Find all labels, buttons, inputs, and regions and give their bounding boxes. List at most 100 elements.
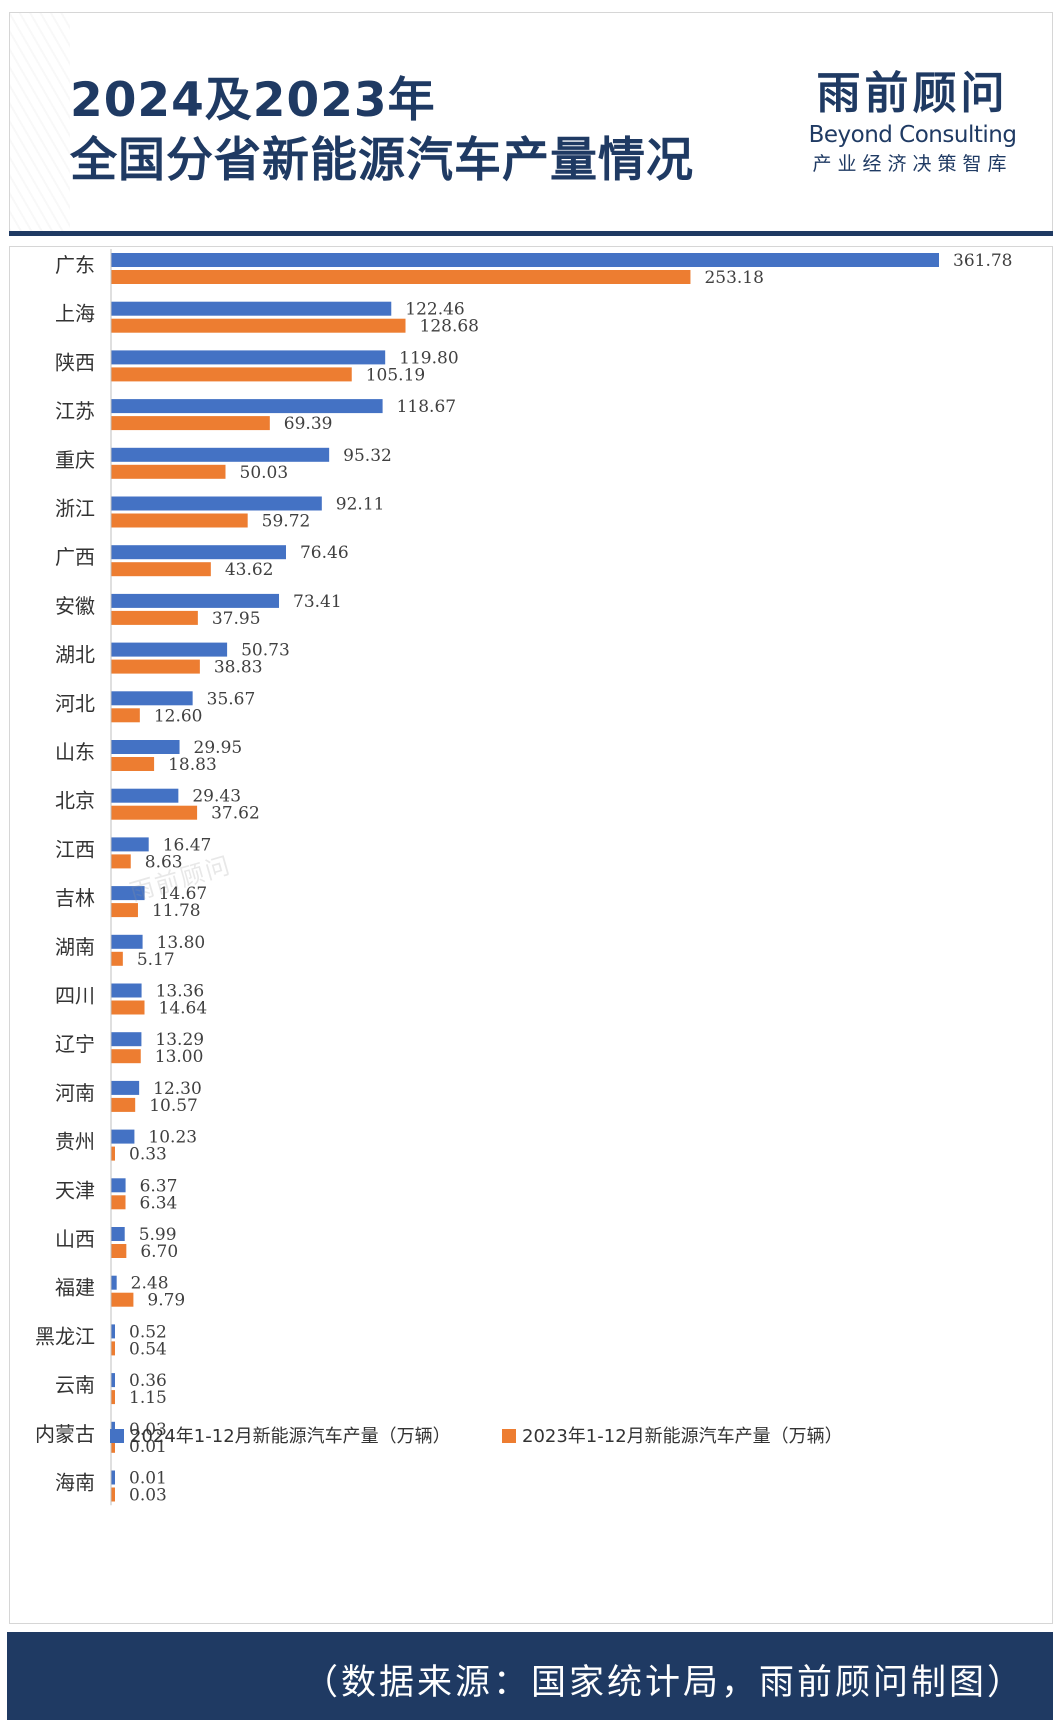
bar-2024 xyxy=(111,740,180,754)
value-label-2024: 14.67 xyxy=(159,884,208,904)
category-label: 浙江 xyxy=(55,497,95,521)
bar-2024 xyxy=(111,350,386,365)
footer-bar: （数据来源：国家统计局，雨前顾问制图） xyxy=(7,1632,1053,1720)
category-label: 陕西 xyxy=(55,350,95,374)
category-label: 吉林 xyxy=(55,886,95,910)
value-label-2024: 0.01 xyxy=(129,1469,167,1489)
bar-2024 xyxy=(111,886,145,901)
bar-2023 xyxy=(111,513,248,528)
category-label: 山东 xyxy=(55,740,95,764)
value-label-2023: 18.83 xyxy=(168,755,217,775)
bar-2023 xyxy=(111,1146,115,1161)
bar-2024 xyxy=(111,1080,140,1095)
bar-2024 xyxy=(111,1227,125,1241)
category-label: 河北 xyxy=(55,691,95,715)
value-label-2023: 50.03 xyxy=(240,463,289,483)
legend-label-2023: 2023年1-12月新能源汽车产量（万辆） xyxy=(522,1426,843,1447)
value-label-2024: 5.99 xyxy=(139,1225,177,1245)
value-label-2023: 105.19 xyxy=(366,365,425,385)
category-label: 辽宁 xyxy=(55,1032,95,1056)
bar-2023 xyxy=(111,367,352,382)
bar-2024 xyxy=(111,1275,117,1290)
bar-2024 xyxy=(111,934,143,949)
category-label: 河南 xyxy=(55,1081,95,1105)
bar-2024 xyxy=(111,496,322,511)
logo-english-name: Beyond Consulting xyxy=(808,122,1017,148)
bar-2023 xyxy=(111,464,226,479)
bar-2023 xyxy=(111,1097,136,1112)
bar-2023 xyxy=(111,1390,115,1405)
value-label-2023: 10.57 xyxy=(149,1096,198,1116)
value-label-2024: 92.11 xyxy=(336,495,385,515)
category-label: 天津 xyxy=(55,1178,95,1202)
value-label-2023: 37.62 xyxy=(211,804,260,824)
bar-2024 xyxy=(111,301,392,316)
bar-2024 xyxy=(111,837,149,852)
value-label-2023: 14.64 xyxy=(159,999,208,1019)
legend-swatch-2024 xyxy=(110,1429,124,1443)
value-label-2023: 59.72 xyxy=(262,512,311,532)
bar-2023 xyxy=(111,659,200,674)
legend-swatch-2023 xyxy=(502,1429,516,1443)
value-label-2023: 69.39 xyxy=(284,414,333,434)
header-panel: 2024及2023年 全国分省新能源汽车产量情况 雨前顾问 Beyond Con… xyxy=(9,12,1053,232)
logo-tagline: 产业经济决策智库 xyxy=(812,153,1013,175)
value-label-2023: 9.79 xyxy=(147,1291,185,1311)
bar-2023 xyxy=(111,1195,126,1210)
value-label-2023: 1.15 xyxy=(129,1388,167,1408)
legend-label-2024: 2024年1-12月新能源汽车产量（万辆） xyxy=(130,1426,451,1447)
bar-2023 xyxy=(111,562,211,577)
category-label: 上海 xyxy=(55,302,95,326)
bar-2023 xyxy=(111,903,138,918)
value-label-2024: 29.95 xyxy=(194,738,243,758)
value-label-2024: 119.80 xyxy=(399,348,458,368)
bar-2023 xyxy=(111,1341,115,1356)
bar-2024 xyxy=(111,1470,115,1485)
value-label-2024: 118.67 xyxy=(397,397,456,417)
category-label: 江苏 xyxy=(55,399,95,423)
bar-2023 xyxy=(111,805,198,820)
value-label-2023: 12.60 xyxy=(154,706,203,726)
bar-2023 xyxy=(111,951,123,966)
value-label-2023: 6.34 xyxy=(140,1193,178,1213)
chart-panel: 广东 361.78 253.18 上海 122.46 128.68 陕西 119.80 105.… xyxy=(9,246,1053,1624)
value-label-2023: 6.70 xyxy=(140,1242,178,1262)
value-label-2024: 6.37 xyxy=(140,1176,178,1196)
bar-2023 xyxy=(111,1049,141,1064)
value-label-2024: 73.41 xyxy=(293,592,342,612)
value-label-2024: 95.32 xyxy=(343,446,392,466)
value-label-2023: 43.62 xyxy=(225,560,274,580)
value-label-2023: 128.68 xyxy=(420,317,479,337)
value-label-2023: 5.17 xyxy=(137,950,175,970)
value-label-2023: 13.00 xyxy=(155,1047,204,1067)
value-label-2023: 38.83 xyxy=(214,658,263,678)
value-label-2024: 50.73 xyxy=(241,641,290,661)
category-label: 四川 xyxy=(55,984,95,1008)
value-label-2024: 76.46 xyxy=(300,543,349,563)
bar-2023 xyxy=(111,708,140,723)
value-label-2023: 0.03 xyxy=(129,1486,167,1506)
data-source-note: （数据来源：国家统计局，雨前顾问制图） xyxy=(302,1663,1025,1703)
bar-2024 xyxy=(111,545,286,560)
value-label-2024: 10.23 xyxy=(148,1128,197,1148)
bar-2024 xyxy=(111,1178,126,1193)
bar-2023 xyxy=(111,1000,145,1015)
value-label-2023: 0.54 xyxy=(129,1339,167,1359)
category-label: 广西 xyxy=(55,545,95,569)
category-label: 海南 xyxy=(55,1471,95,1495)
category-label: 山西 xyxy=(55,1227,95,1251)
category-label: 湖北 xyxy=(55,643,95,667)
page-title-line1: 2024及2023年 xyxy=(70,73,436,128)
value-label-2024: 0.03 xyxy=(129,1420,167,1440)
category-label: 湖南 xyxy=(55,935,95,959)
value-label-2024: 0.36 xyxy=(129,1371,167,1391)
value-label-2023: 0.33 xyxy=(129,1145,167,1165)
category-label: 云南 xyxy=(55,1373,95,1397)
header-divider xyxy=(9,231,1053,236)
bar-2023 xyxy=(111,854,131,869)
bar-2024 xyxy=(111,691,193,706)
category-label: 安徽 xyxy=(55,594,95,618)
bar-2024 xyxy=(111,1032,142,1047)
value-label-2024: 35.67 xyxy=(207,689,256,709)
bar-2024 xyxy=(111,983,142,998)
